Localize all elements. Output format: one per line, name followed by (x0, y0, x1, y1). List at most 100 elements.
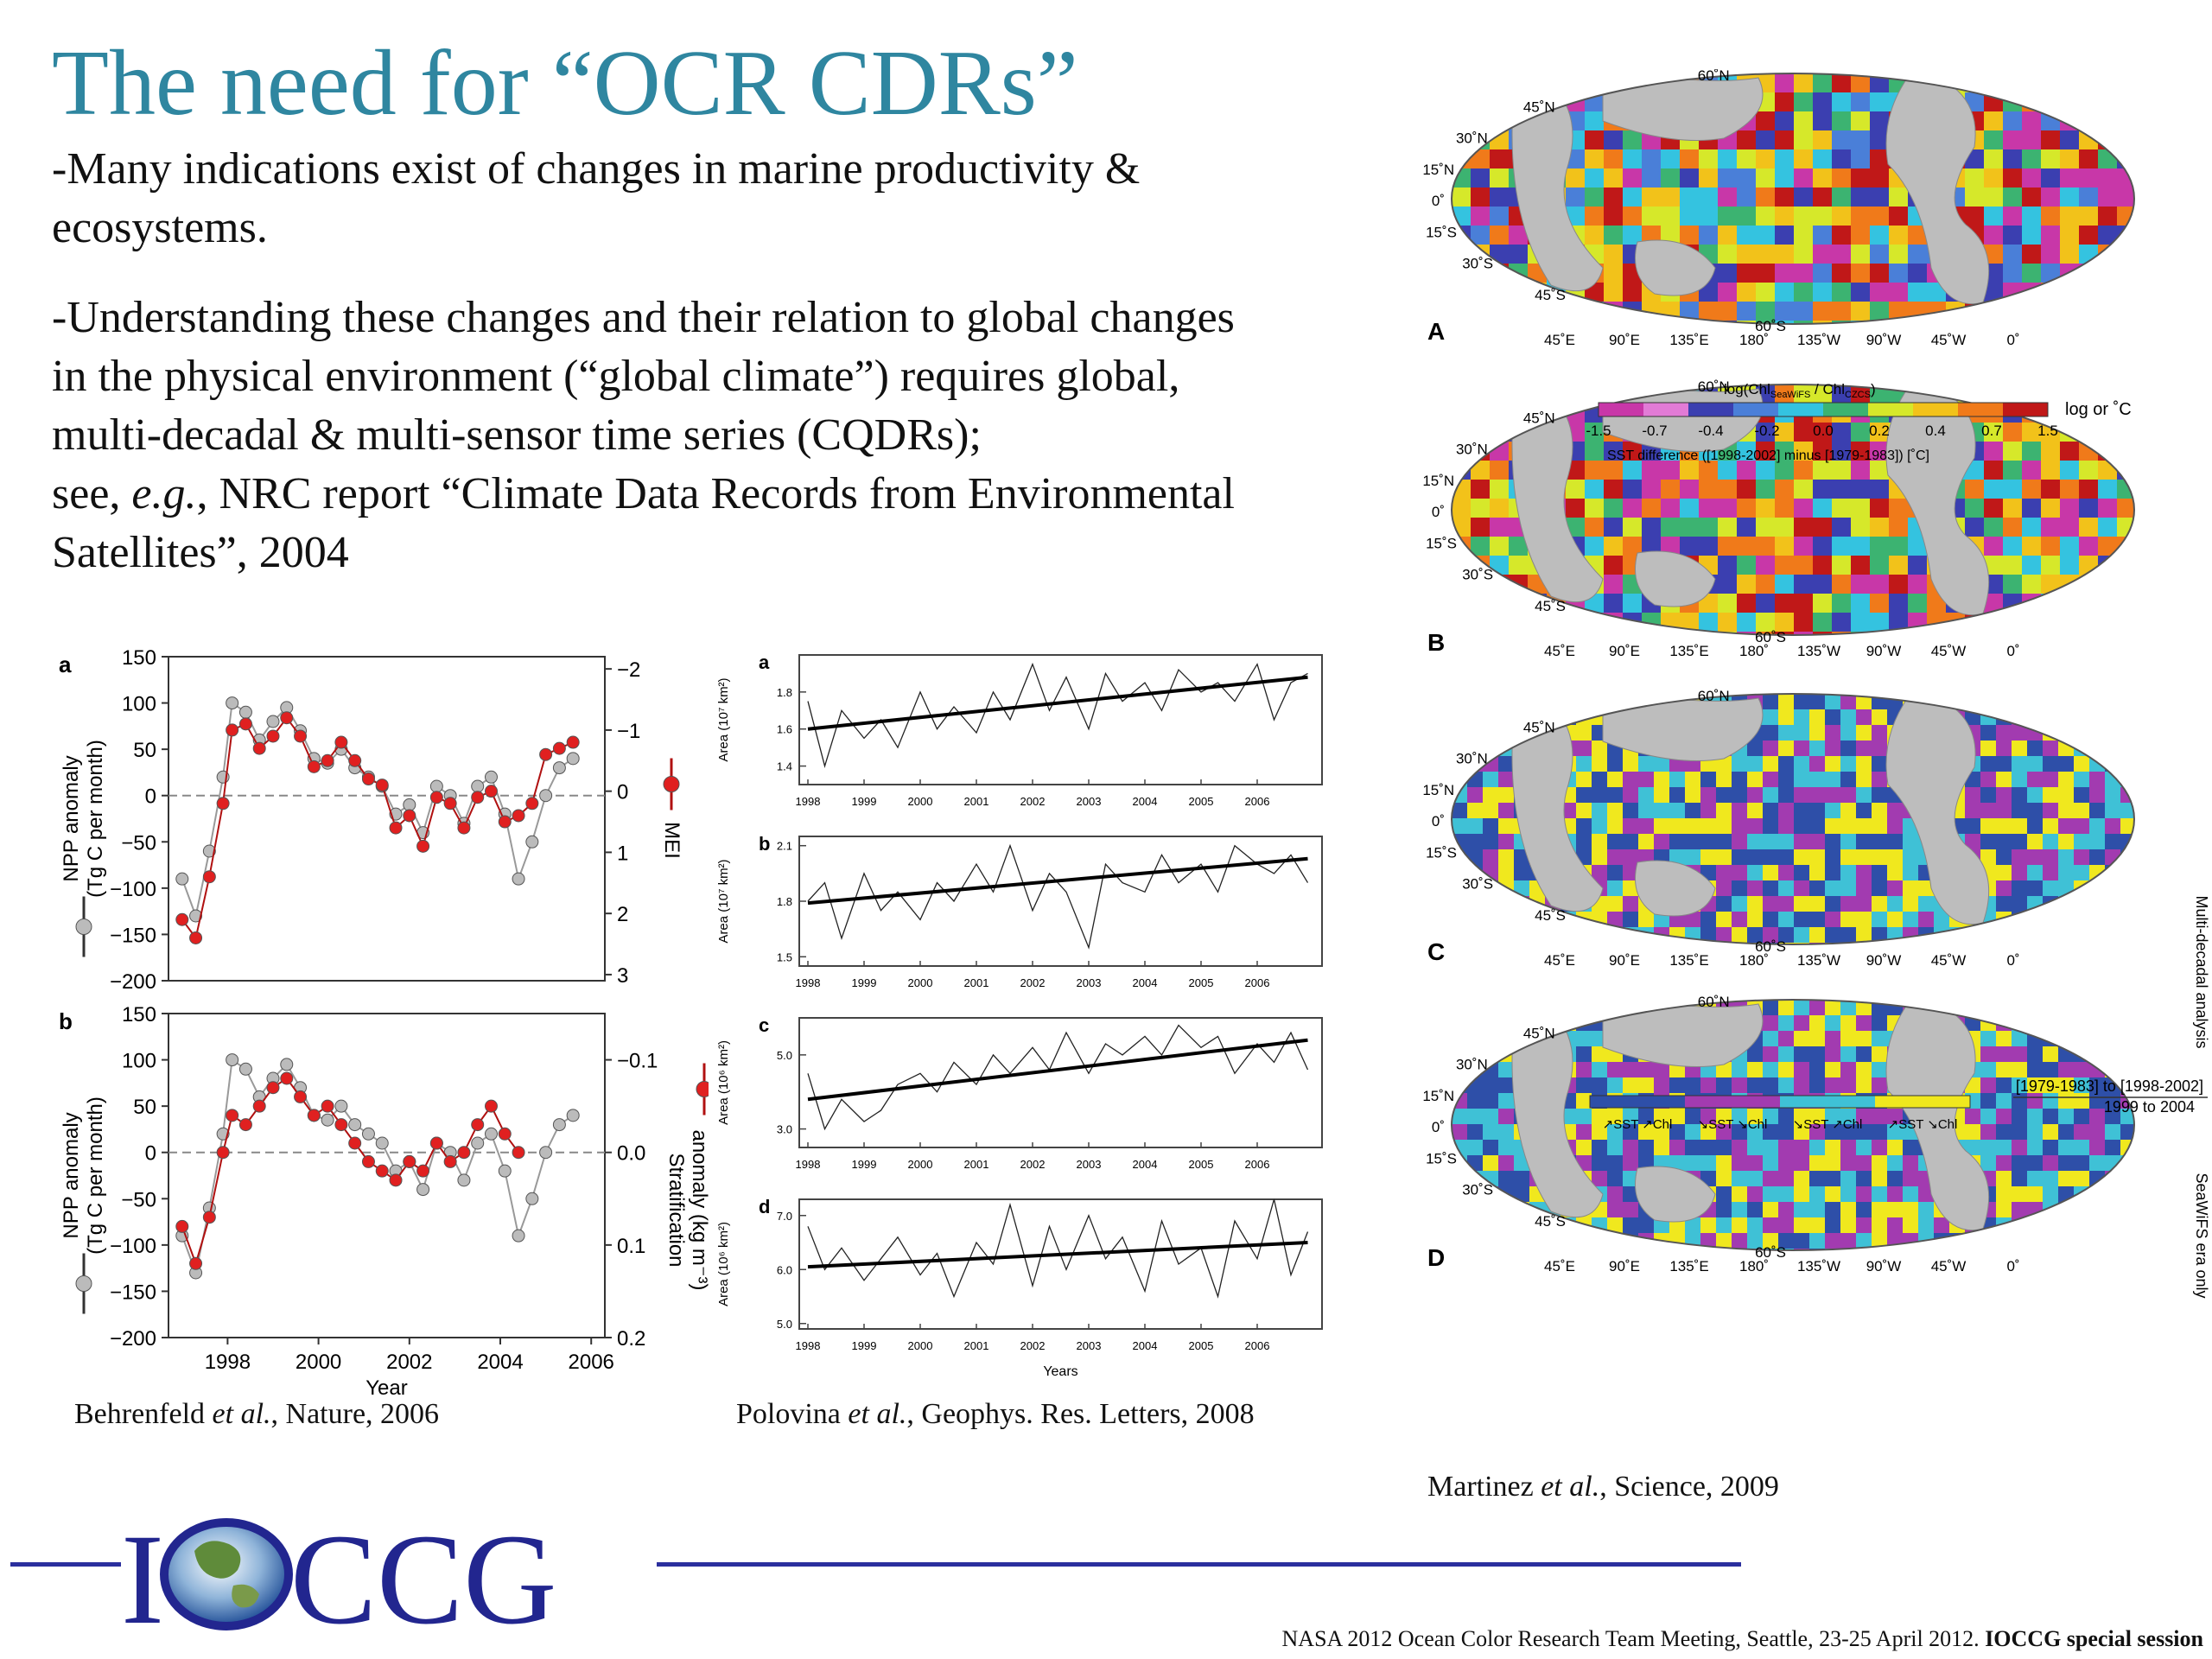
map-cell (1908, 613, 1928, 632)
map-cell (1809, 880, 1826, 897)
map-cell (1592, 912, 1608, 928)
map-cell (2041, 207, 2061, 226)
map-cell (1778, 1062, 1795, 1078)
map-cell (1794, 556, 1814, 575)
map-cell (2089, 1124, 2106, 1141)
series-point (361, 772, 375, 786)
colorbar-1-swatch (1913, 403, 1958, 416)
map-cell (1604, 245, 1624, 264)
series-point (238, 1062, 252, 1076)
map-cell (1872, 1155, 1888, 1172)
x-tick-label: 2006 (1245, 795, 1270, 808)
map-cell (1718, 264, 1738, 283)
map-cell (1794, 73, 1814, 93)
lat-label: 45˚N (1523, 410, 1555, 426)
map-cell (2003, 499, 2023, 518)
map-cell (2089, 709, 2106, 726)
map-cell (1576, 834, 1592, 850)
map-cell (1680, 518, 1700, 537)
map-cell (1756, 226, 1776, 245)
map-cell (1669, 1077, 1686, 1094)
series-point (403, 1154, 416, 1168)
map-cell (2117, 130, 2134, 150)
colorbar-2-frame (1589, 1095, 1971, 1109)
map-cell (1840, 1249, 1857, 1250)
map-cell (1870, 461, 1890, 480)
map-cell (1680, 207, 1700, 226)
map-cell (2074, 927, 2090, 944)
map-cell (2098, 442, 2118, 461)
map-cell (1747, 756, 1764, 772)
map-cell (1965, 1124, 1981, 1141)
map-cell (1585, 226, 1605, 245)
map-cell (1483, 896, 1499, 912)
map-cell (1825, 803, 1841, 819)
map-cell (1592, 1140, 1608, 1156)
map-cell (1654, 1249, 1670, 1250)
map-cell (1763, 1109, 1779, 1125)
map-cell (1607, 849, 1624, 866)
map-cell (1607, 803, 1624, 819)
map-cell (1756, 423, 1776, 442)
map-cell (1592, 1233, 1608, 1249)
map-cell (2089, 1015, 2106, 1032)
map-cell (2074, 912, 2090, 928)
map-cell (2027, 1233, 2044, 1249)
martinez-maps: 60˚N 45˚N 30˚N 15˚N 0˚ 15˚S 30˚S 45˚S 60˚S 45˚E 90… (1382, 67, 2212, 1452)
y2-tick-label: 3 (617, 964, 628, 988)
series-line-npp (181, 701, 574, 919)
map-cell (2079, 73, 2099, 93)
map-cell (1996, 834, 2012, 850)
map-cell (1856, 865, 1872, 881)
map-cell (2027, 1171, 2044, 1187)
map-cell (1716, 1217, 1732, 1234)
map-cell (1851, 594, 1871, 613)
series-point (334, 1099, 348, 1113)
map-cell (1794, 1217, 1810, 1234)
colorbar-1-tick: 0.7 (1981, 423, 2002, 439)
map-cell (1763, 1140, 1779, 1156)
map-cell (1809, 896, 1826, 912)
map-cell (1623, 1140, 1639, 1156)
y2-axis-label: Stratification (664, 1153, 688, 1267)
map-cell (1585, 188, 1605, 207)
map-cell (1908, 302, 1928, 321)
map-cell (1763, 1217, 1779, 1234)
map-cell (1680, 302, 1700, 321)
map-cell (2074, 772, 2090, 788)
map-cell (1604, 130, 1624, 150)
map-cell (1716, 912, 1732, 928)
map-cell (1794, 111, 1814, 131)
map-cell (2058, 1062, 2075, 1078)
map-cell (1498, 1171, 1515, 1187)
series-point (348, 753, 362, 767)
map-cell (1732, 1062, 1748, 1078)
map-cell (1716, 1186, 1732, 1203)
map-cell (1700, 1155, 1717, 1172)
map-cell (2089, 1109, 2106, 1125)
map-cell (2012, 1109, 2028, 1125)
map-cell (1669, 834, 1686, 850)
map-cell (1809, 1171, 1826, 1187)
map-cell (1887, 912, 1904, 928)
map-cell (2120, 818, 2134, 835)
map-cell (1607, 1062, 1624, 1078)
map-cell (1778, 834, 1795, 850)
map-cell (2120, 1062, 2134, 1078)
map-cell (1498, 694, 1515, 710)
map-cell (1778, 1217, 1795, 1234)
map-cell (2003, 168, 2023, 188)
map-cell (1996, 1093, 2012, 1109)
map-cell (1732, 787, 1748, 804)
colorbar-1-label-part: log(Chl (1724, 381, 1770, 397)
map-cell (1851, 245, 1871, 264)
map-cell (1483, 725, 1499, 741)
map-cell (1870, 594, 1890, 613)
map-cell (2079, 423, 2099, 442)
series-point (429, 779, 443, 793)
x-tick-label: 2003 (1077, 1339, 1102, 1352)
map-cell (2041, 632, 2061, 635)
map-cell (1778, 803, 1795, 819)
series-point (525, 1192, 539, 1205)
map-cell (1980, 818, 1997, 835)
